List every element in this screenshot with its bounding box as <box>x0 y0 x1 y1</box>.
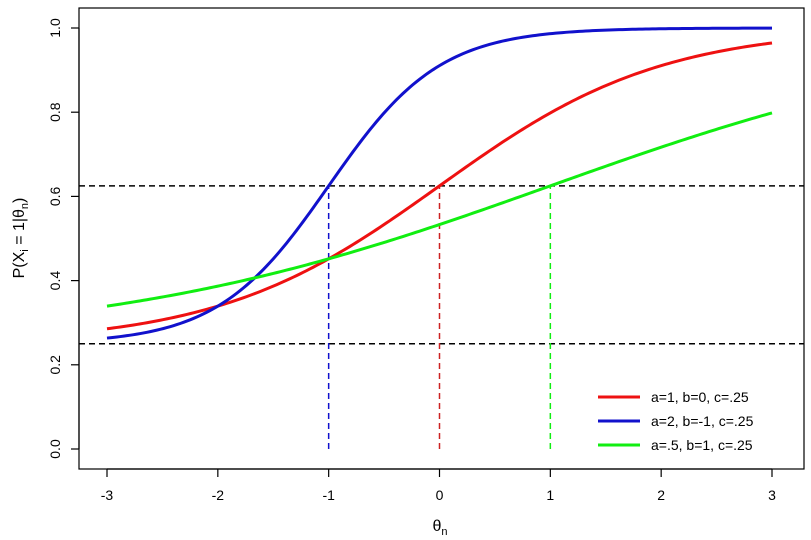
y-tick-label: 0.4 <box>47 271 63 291</box>
y-axis: 0.0 0.2 0.4 0.6 0.8 1.0 <box>47 18 80 459</box>
x-tick-label: -3 <box>101 487 114 503</box>
y-tick-label: 0.6 <box>47 186 63 206</box>
series-line-2 <box>106 111 773 308</box>
x-tick-label: 2 <box>657 487 665 503</box>
y-tick-label: 1.0 <box>47 18 63 38</box>
legend-label-1: a=2, b=-1, c=.25 <box>651 413 754 429</box>
y-tick-label: 0.0 <box>47 439 63 459</box>
x-tick-label: 1 <box>546 487 554 503</box>
x-tick-label: -1 <box>322 487 335 503</box>
legend: a=1, b=0, c=.25 a=2, b=-1, c=.25 a=.5, b=1… <box>598 389 754 453</box>
x-tick-label: 0 <box>436 487 444 503</box>
y-tick-label: 0.2 <box>47 355 63 375</box>
y-tick-label: 0.8 <box>47 102 63 122</box>
legend-label-0: a=1, b=0, c=.25 <box>651 389 749 405</box>
x-tick-label: -2 <box>212 487 225 503</box>
series-line-1 <box>106 26 772 340</box>
x-tick-label: 3 <box>768 487 776 503</box>
x-axis: -3 -2 -1 0 1 2 3 <box>101 468 776 503</box>
legend-label-2: a=.5, b=1, c=.25 <box>651 437 753 453</box>
curves <box>106 26 773 340</box>
x-axis-label: θn <box>432 518 447 538</box>
y-axis-label: P(Xi = 1|θn) <box>11 198 31 279</box>
